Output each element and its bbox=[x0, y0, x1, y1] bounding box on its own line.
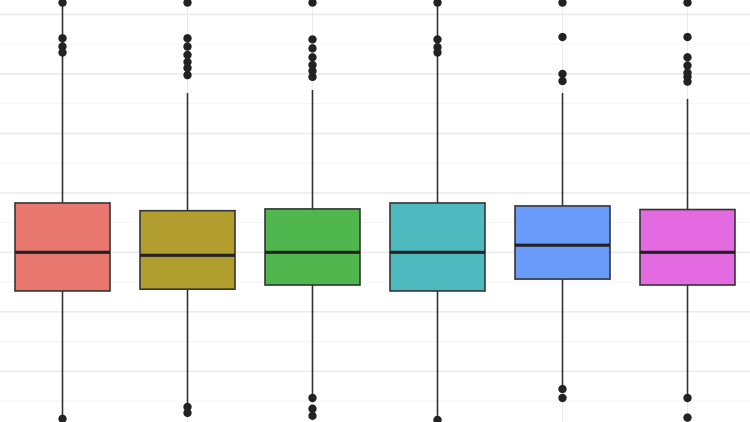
outlier-point bbox=[183, 57, 192, 67]
outlier-point bbox=[308, 53, 317, 62]
outlier-point bbox=[58, 48, 67, 57]
outlier-point bbox=[558, 76, 567, 86]
outlier-point bbox=[58, 42, 67, 51]
box-iqr bbox=[514, 205, 611, 280]
outlier-point bbox=[558, 0, 567, 7]
box-iqr bbox=[14, 202, 111, 292]
box-group bbox=[139, 0, 236, 418]
outlier-point bbox=[308, 44, 317, 53]
outlier-point bbox=[308, 393, 317, 403]
outlier-point bbox=[183, 402, 192, 412]
box-group bbox=[389, 0, 486, 422]
box-group bbox=[14, 0, 111, 422]
outlier-point bbox=[58, 414, 67, 422]
outlier-point bbox=[183, 0, 192, 7]
outlier-point bbox=[683, 77, 692, 86]
outlier-point bbox=[683, 413, 692, 422]
outlier-point bbox=[683, 393, 692, 403]
box-group bbox=[264, 0, 361, 421]
box-group bbox=[639, 0, 736, 422]
outlier-point bbox=[58, 0, 67, 7]
outlier-point bbox=[558, 32, 567, 42]
outlier-point bbox=[308, 60, 317, 70]
outlier-point bbox=[308, 404, 317, 413]
outlier-point bbox=[433, 415, 442, 422]
outlier-point bbox=[558, 69, 567, 79]
outlier-point bbox=[308, 35, 317, 44]
outlier-point bbox=[183, 70, 192, 80]
outlier-point bbox=[683, 32, 692, 42]
outlier-point bbox=[183, 63, 192, 73]
outlier-point bbox=[433, 35, 442, 44]
box-iqr bbox=[264, 208, 361, 286]
outlier-point bbox=[308, 66, 317, 76]
box-series bbox=[14, 0, 736, 422]
outlier-point bbox=[308, 0, 317, 7]
outlier-point bbox=[183, 408, 192, 418]
outlier-point bbox=[433, 48, 442, 57]
outlier-point bbox=[558, 393, 567, 403]
outlier-point bbox=[308, 411, 317, 421]
outlier-point bbox=[683, 61, 692, 70]
outlier-point bbox=[308, 72, 317, 82]
outlier-point bbox=[183, 50, 192, 60]
outlier-point bbox=[58, 34, 67, 43]
outlier-point bbox=[683, 53, 692, 62]
box-iqr bbox=[639, 208, 736, 286]
outlier-point bbox=[558, 384, 567, 394]
box-group bbox=[514, 0, 611, 403]
box-iqr bbox=[389, 202, 486, 292]
outlier-point bbox=[183, 42, 192, 51]
outlier-point bbox=[683, 0, 692, 7]
outlier-point bbox=[183, 34, 192, 43]
box-iqr bbox=[139, 209, 236, 290]
outlier-point bbox=[433, 0, 442, 7]
